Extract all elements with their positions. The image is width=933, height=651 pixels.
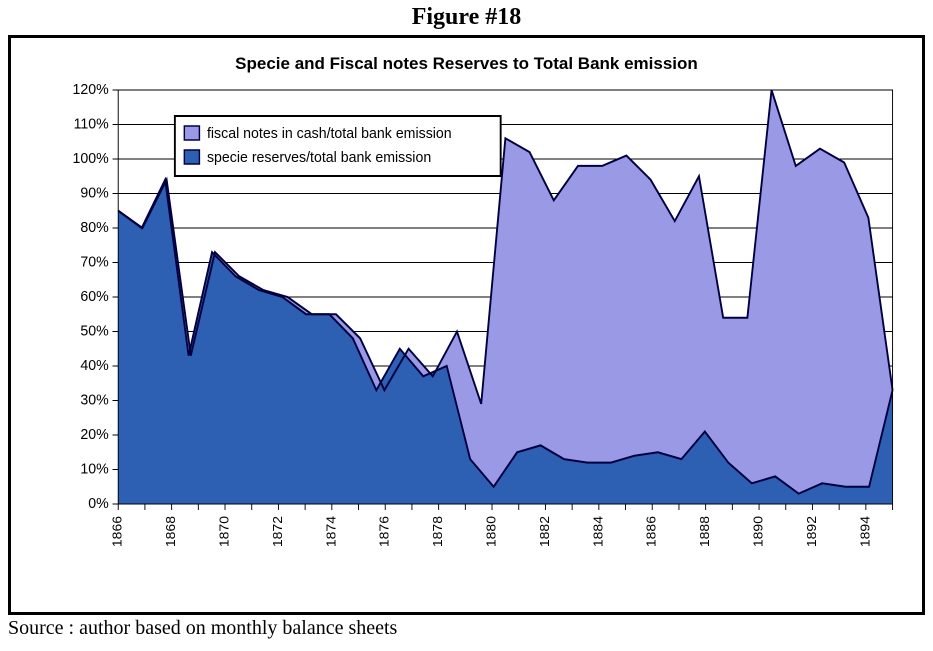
ytick-label: 20% (80, 427, 108, 443)
ytick-label: 120% (73, 84, 109, 98)
ytick-label: 50% (80, 323, 108, 339)
ytick-label: 70% (80, 254, 108, 270)
ytick-label: 60% (80, 289, 108, 305)
xtick-label: 1892 (804, 516, 819, 547)
xtick-label: 1888 (697, 516, 712, 547)
xtick-label: 1894 (858, 516, 873, 548)
xtick-label: 1870 (217, 516, 232, 548)
xtick-label: 1874 (324, 516, 339, 548)
xtick-label: 1878 (430, 516, 445, 547)
xtick-label: 1866 (110, 516, 125, 547)
xtick-label: 1868 (163, 516, 178, 547)
chart-plot-area: 0% 10% 20% 30% 40% 50% 60% 70% 80% 90% 100% 110% 120… (71, 84, 902, 584)
xtick-label: 1876 (377, 516, 392, 547)
ytick-label: 110% (74, 116, 109, 132)
xtick-label: 1880 (484, 516, 499, 548)
ytick-label: 0% (88, 496, 108, 512)
chart-outer-border: Specie and Fiscal notes Reserves to Tota… (8, 35, 925, 615)
ytick-label: 80% (80, 220, 108, 236)
xtick-label: 1886 (644, 516, 659, 547)
ytick-label: 90% (80, 185, 108, 201)
ytick-label: 100% (73, 151, 109, 167)
legend-swatch-fiscal-notes (184, 126, 199, 140)
figure-label: Figure #18 (0, 4, 933, 31)
ytick-label: 40% (80, 358, 108, 374)
xtick-label: 1882 (537, 516, 552, 547)
legend-label-specie: specie reserves/total bank emission (207, 150, 431, 166)
legend-swatch-specie (184, 150, 199, 164)
chart-svg: 0% 10% 20% 30% 40% 50% 60% 70% 80% 90% 100% 110% 120… (71, 84, 902, 584)
chart-title: Specie and Fiscal notes Reserves to Tota… (21, 54, 912, 74)
xtick-label: 1872 (270, 516, 285, 547)
xtick-label: 1884 (591, 516, 606, 548)
legend-label-fiscal-notes: fiscal notes in cash/total bank emission (207, 126, 452, 142)
figure-container: Figure #18 Specie and Fiscal notes Reser… (0, 4, 933, 651)
ytick-label: 10% (80, 461, 108, 477)
ytick-label: 30% (80, 392, 108, 408)
source-note: Source : author based on monthly balance… (8, 617, 933, 640)
xtick-label: 1890 (751, 516, 766, 548)
